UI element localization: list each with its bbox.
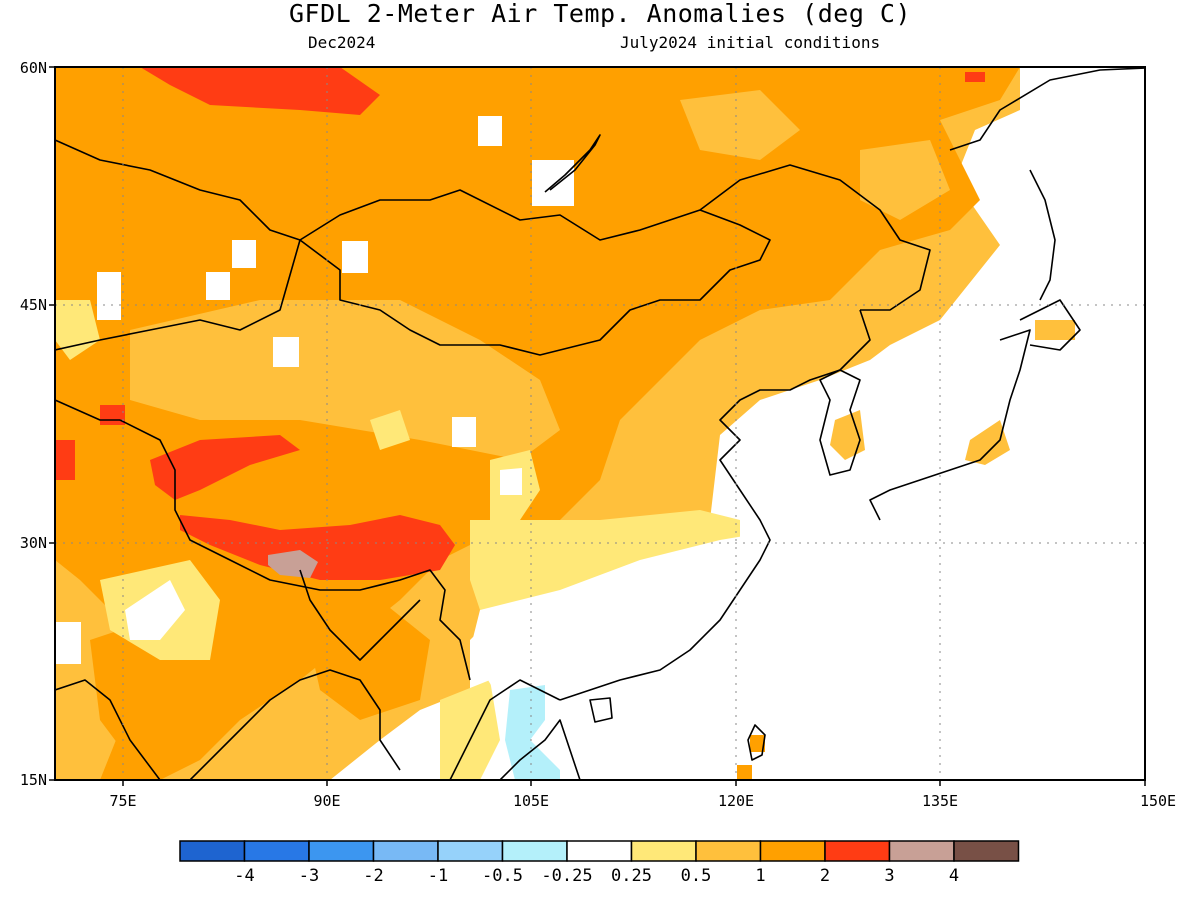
- masked-lake-cell: [273, 337, 299, 367]
- anomaly-region-near-zero-india: [125, 580, 185, 640]
- anomaly-region-neg-0.25: [505, 685, 560, 780]
- colorbar-swatch: [308, 840, 375, 862]
- anomaly-region-3-4-tibet: [268, 550, 318, 578]
- colorbar-label: -1: [428, 866, 448, 886]
- map-frame: [54, 66, 1146, 781]
- anomaly-region-0.25-0.5-indochina: [440, 680, 500, 780]
- lon-label-90: 90E: [313, 792, 340, 810]
- colorbar-label: 1: [755, 866, 765, 886]
- colorbar-swatch: [953, 840, 1020, 862]
- anomaly-region-1-2-luzon: [737, 765, 752, 780]
- colorbar-label: 0.5: [681, 866, 712, 886]
- anomaly-region-2-3-afg: [100, 405, 125, 425]
- anomaly-region-0.5-1-japan: [965, 420, 1010, 465]
- anomaly-region-near-zero-south-china: [470, 530, 820, 780]
- colorbar-label: -0.25: [541, 866, 592, 886]
- colorbar-swatch: [824, 840, 891, 862]
- colorbar-swatch: [179, 840, 246, 862]
- anomaly-region-0.5-1-north: [680, 90, 800, 160]
- masked-lake-cell: [206, 272, 230, 300]
- masked-coast-cell: [55, 622, 81, 664]
- lon-labels: 75E 90E 105E 120E 135E 150E: [109, 792, 1176, 810]
- lon-label-120: 120E: [718, 792, 754, 810]
- anomaly-region-2-3-tibet: [180, 515, 455, 580]
- anomaly-region-1-2-india: [90, 620, 230, 760]
- forecast-month: Dec2024: [308, 33, 376, 52]
- initial-conditions: July2024 initial conditions: [620, 33, 881, 52]
- masked-lake-balkhash: [97, 272, 121, 320]
- lat-label-15: 15N: [20, 771, 47, 789]
- colorbar-swatch: [372, 840, 439, 862]
- anomaly-region-2-3-west: [55, 440, 75, 480]
- colorbar-swatch: [888, 840, 955, 862]
- anomaly-region-0.25-0.5-west: [55, 300, 100, 360]
- colorbar-swatch: [630, 840, 697, 862]
- anomaly-region-0.5-1-hokkaido: [1035, 320, 1075, 340]
- anomaly-region-2-3-siberia: [140, 67, 380, 115]
- colorbar-swatch: [566, 840, 633, 862]
- lat-labels: 15N 30N 45N 60N: [20, 59, 47, 789]
- colorbar-label: 4: [949, 866, 959, 886]
- anomaly-region-0.5-1-ne: [860, 140, 950, 220]
- axis-ticks: [49, 66, 1146, 786]
- anomaly-region-near-zero-patch: [500, 468, 522, 495]
- lat-label-60: 60N: [20, 59, 47, 77]
- colorbar-swatch: [759, 840, 826, 862]
- lat-label-30: 30N: [20, 534, 47, 552]
- anomaly-region-2-3-ne: [965, 72, 985, 82]
- masked-lake-cell: [478, 116, 502, 146]
- masked-lake-qinghai: [452, 417, 476, 447]
- colorbar-label: 2: [820, 866, 830, 886]
- colorbar-label: -2: [363, 866, 383, 886]
- lon-label-150: 150E: [1140, 792, 1176, 810]
- masked-lake-baikal: [532, 160, 574, 206]
- gridlines: [55, 67, 1145, 780]
- anomaly-region-0.25-0.5-south-china: [470, 510, 740, 610]
- anomaly-field: [55, 67, 1145, 780]
- colorbar-label: 3: [884, 866, 894, 886]
- colorbar-label: -4: [234, 866, 254, 886]
- colorbar: -4 -3 -2 -1 -0.5 -0.25 0.25 0.5 1 2 3 4: [179, 840, 1020, 886]
- anomaly-region-0.5-1-korea: [830, 410, 865, 460]
- colorbar-label: 0.25: [611, 866, 652, 886]
- colorbar-swatch: [243, 840, 310, 862]
- coastlines-and-borders: [55, 67, 1145, 780]
- colorbar-swatch: [437, 840, 504, 862]
- anomaly-region-0.25-0.5-patch: [370, 410, 410, 450]
- colorbar-swatch: [501, 840, 568, 862]
- lon-label-75: 75E: [109, 792, 136, 810]
- lon-label-135: 135E: [922, 792, 958, 810]
- anomaly-region-1-2-taiwan: [750, 735, 765, 752]
- anomaly-region-2-3-kashmir: [150, 435, 300, 500]
- masked-lake-cell: [342, 241, 368, 273]
- anomaly-region-0.5-1-east: [620, 380, 720, 480]
- masked-lake-cell: [232, 240, 256, 268]
- lon-label-105: 105E: [513, 792, 549, 810]
- colorbar-swatch: [695, 840, 762, 862]
- colorbar-label: -0.5: [482, 866, 523, 886]
- lat-label-45: 45N: [20, 296, 47, 314]
- chart-title: GFDL 2-Meter Air Temp. Anomalies (deg C): [288, 0, 912, 28]
- colorbar-label: -3: [299, 866, 319, 886]
- anomaly-region-1-2-south: [300, 600, 430, 720]
